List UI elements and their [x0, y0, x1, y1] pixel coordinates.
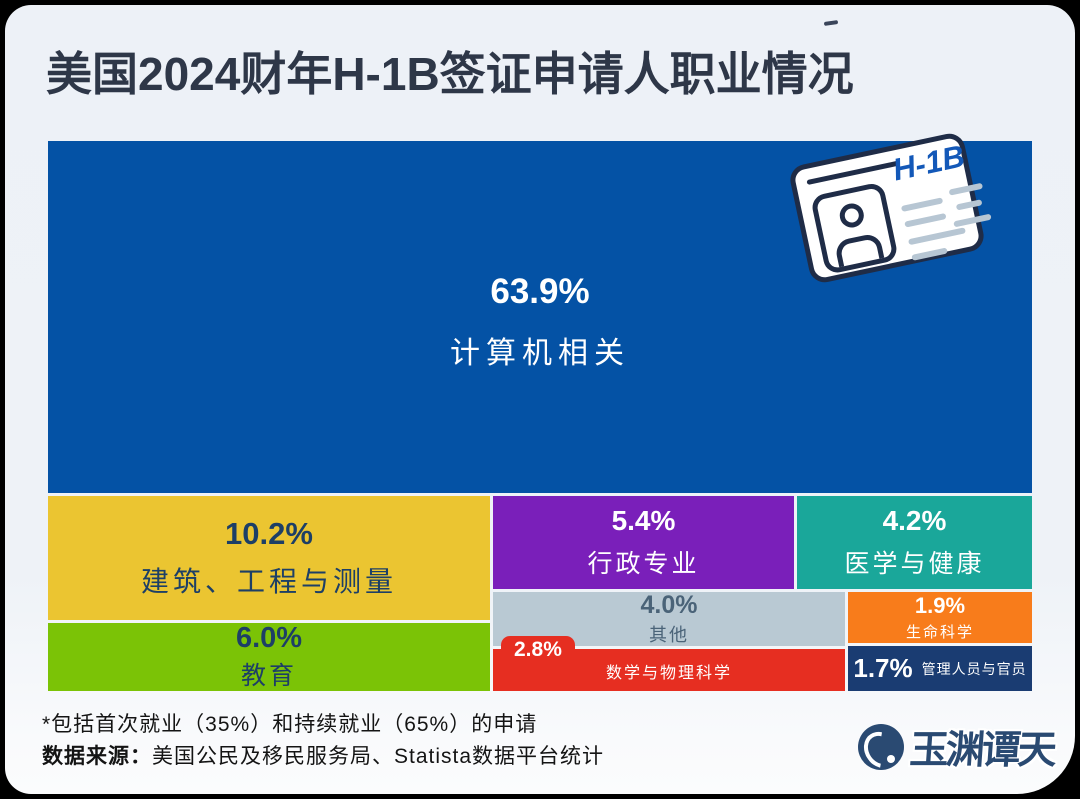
- treemap-block-math-physical-science: 2.8% 数学与物理科学: [493, 636, 845, 691]
- block-value: 10.2%: [225, 516, 313, 551]
- treemap-block-medicine-health: 4.2% 医学与健康: [797, 496, 1032, 589]
- block-label: 数学与物理科学: [605, 665, 732, 682]
- page-title: 美国2024财年H-1B签证申请人职业情况: [46, 48, 854, 100]
- block-value: 4.0%: [640, 591, 698, 619]
- block-label: 管理人员与官员: [921, 660, 1027, 677]
- data-source: 数据来源：美国公民及移民服务局、Statista数据平台统计: [42, 740, 604, 770]
- card-text-line: [904, 212, 947, 228]
- brand-logo: 玉渊谭天: [858, 719, 1056, 775]
- block-value-tab: 2.8%: [501, 636, 575, 664]
- decorative-dash: [823, 20, 839, 26]
- data-source-text: 美国公民及移民服务局、Statista数据平台统计: [152, 745, 605, 768]
- treemap-block-administrative: 5.4% 行政专业: [493, 496, 794, 589]
- person-shoulders-icon: [833, 232, 886, 276]
- block-value: 1.9%: [914, 593, 966, 618]
- data-source-label: 数据来源：: [42, 745, 152, 768]
- block-value: 63.9%: [490, 272, 590, 311]
- treemap-block-education: 6.0% 教育: [48, 622, 490, 691]
- treemap-block-architecture-engineering: 10.2% 建筑、工程与测量: [48, 496, 490, 620]
- card-text-line: [900, 197, 944, 212]
- block-label: 其他: [649, 625, 689, 645]
- block-value: 4.2%: [882, 505, 947, 536]
- card-text-line: [907, 227, 966, 246]
- treemap-block-life-science: 1.9% 生命科学: [848, 592, 1032, 643]
- card-photo-frame: [809, 181, 899, 276]
- brand-logo-text: 玉渊谭天: [908, 729, 1056, 772]
- block-label: 医学与健康: [844, 550, 985, 578]
- card-top-line: [806, 160, 901, 186]
- h1b-card-label: H-1B: [889, 138, 968, 188]
- footnote: *包括首次就业（35%）和持续就业（65%）的申请: [42, 713, 538, 736]
- person-head-icon: [837, 201, 867, 230]
- treemap-block-managers-officials: 1.7% 管理人员与官员: [848, 646, 1032, 691]
- block-value: 1.7%: [853, 653, 913, 683]
- block-label: 教育: [240, 662, 297, 690]
- block-value: 5.4%: [611, 505, 676, 536]
- infographic-card: 美国2024财年H-1B签证申请人职业情况 63.9% 计算机相关 10.2% …: [5, 5, 1075, 794]
- block-label: 建筑、工程与测量: [140, 566, 397, 597]
- brand-logo-icon: [858, 724, 904, 770]
- block-label: 计算机相关: [450, 337, 630, 370]
- block-label: 行政专业: [587, 550, 700, 578]
- block-value: 6.0%: [235, 622, 303, 654]
- block-label: 生命科学: [905, 624, 974, 641]
